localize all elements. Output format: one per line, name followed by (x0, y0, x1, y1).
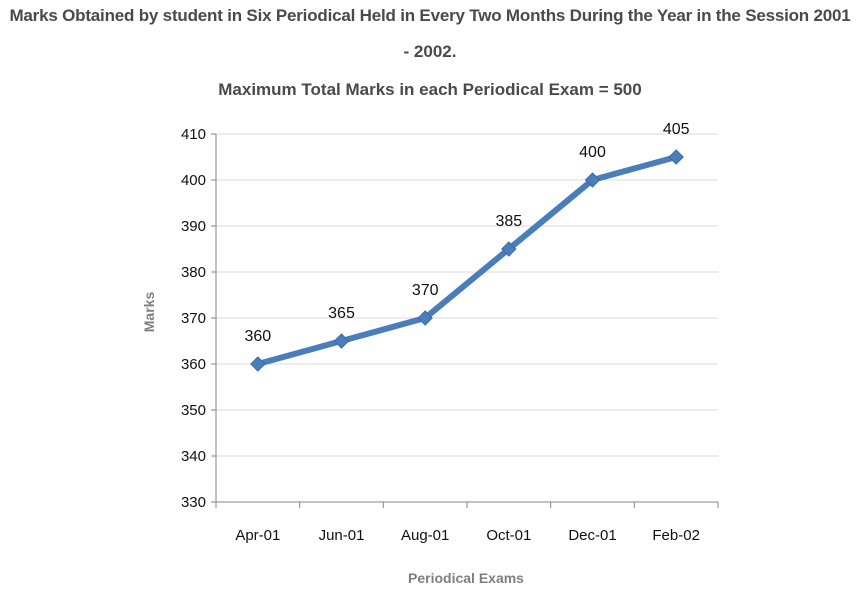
x-tick-label-Oct-01: Oct-01 (486, 527, 531, 544)
x-tick-labels: Apr-01 Jun-01 Aug-01 Oct-01 Dec-01 Feb-02 (235, 527, 700, 544)
x-tick-label-Jun-01: Jun-01 (319, 527, 365, 544)
data-point-Dec-01 (584, 172, 601, 188)
data-point-Jun-01 (333, 333, 350, 349)
y-tick-label-350: 350 (181, 402, 206, 419)
x-tick-label-Apr-01: Apr-01 (235, 527, 280, 544)
y-tick-label-360: 360 (181, 356, 206, 373)
chart-subtitle: Maximum Total Marks in each Periodical E… (218, 80, 642, 99)
data-labels: 360 365 370 385 400 405 (244, 121, 689, 345)
gridlines (216, 133, 718, 457)
chart-title-line-2: - 2002. (403, 42, 457, 61)
y-tick-label-390: 390 (181, 218, 206, 235)
y-tick-label-340: 340 (181, 448, 206, 465)
data-label-Feb-02: 405 (663, 121, 690, 138)
y-tick-label-400: 400 (181, 172, 206, 189)
data-label-Aug-01: 370 (412, 282, 439, 299)
y-tick-labels: 330 340 350 360 370 380 390 400 410 (181, 126, 206, 511)
y-tick-label-380: 380 (181, 264, 206, 281)
y-axis-title: Marks (141, 292, 157, 333)
series-marks (250, 149, 684, 372)
data-point-Oct-01 (501, 241, 517, 257)
x-axis-title: Periodical Exams (408, 570, 524, 586)
data-point-Aug-01 (417, 310, 433, 326)
data-label-Jun-01: 365 (328, 305, 355, 322)
y-tick-label-410: 410 (181, 126, 206, 143)
chart-title-line-1: Marks Obtained by student in Six Periodi… (9, 6, 851, 25)
x-tick-label-Feb-02: Feb-02 (652, 527, 700, 544)
series-line-0 (254, 154, 680, 367)
data-point-Feb-02 (668, 149, 684, 165)
x-tick-label-Aug-01: Aug-01 (401, 527, 449, 544)
data-point-Apr-01 (250, 356, 266, 372)
data-label-Apr-01: 360 (244, 328, 271, 345)
y-tick-label-330: 330 (181, 494, 206, 511)
axes (211, 133, 719, 508)
y-tick-label-370: 370 (181, 310, 206, 327)
x-tick-label-Dec-01: Dec-01 (568, 527, 616, 544)
data-label-Dec-01: 400 (579, 144, 606, 161)
data-label-Oct-01: 385 (495, 213, 522, 230)
